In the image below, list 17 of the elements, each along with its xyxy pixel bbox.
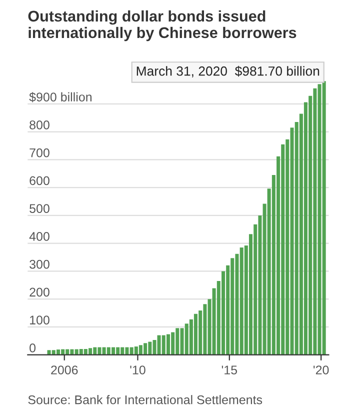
- source-note: Source: Bank for International Settlements: [28, 395, 262, 404]
- y-tick-label: 0: [30, 344, 36, 352]
- y-tick-label: 600: [30, 176, 50, 186]
- y-tick-label: 400: [29, 232, 50, 241]
- y-tick-label: 100: [30, 316, 50, 324]
- y-tick-label: 500: [30, 204, 50, 213]
- y-tick-label: 300: [30, 260, 50, 269]
- x-tick-label: '20: [314, 366, 329, 374]
- x-tick-label: '15: [222, 366, 238, 374]
- x-tick-label: '10: [130, 366, 146, 374]
- y-tick-label: 800: [30, 120, 50, 130]
- x-tick-label: 2006: [51, 366, 78, 374]
- y-tick-label: $900 billion: [29, 92, 92, 102]
- y-tick-label: 700: [30, 148, 50, 158]
- y-tick-label: 200: [30, 288, 50, 297]
- annotation: March 31, 2020 $981.70 billion: [136, 66, 320, 78]
- chart-title: Outstanding dollar bonds issued internationally by Chinese borrowers: [28, 10, 296, 42]
